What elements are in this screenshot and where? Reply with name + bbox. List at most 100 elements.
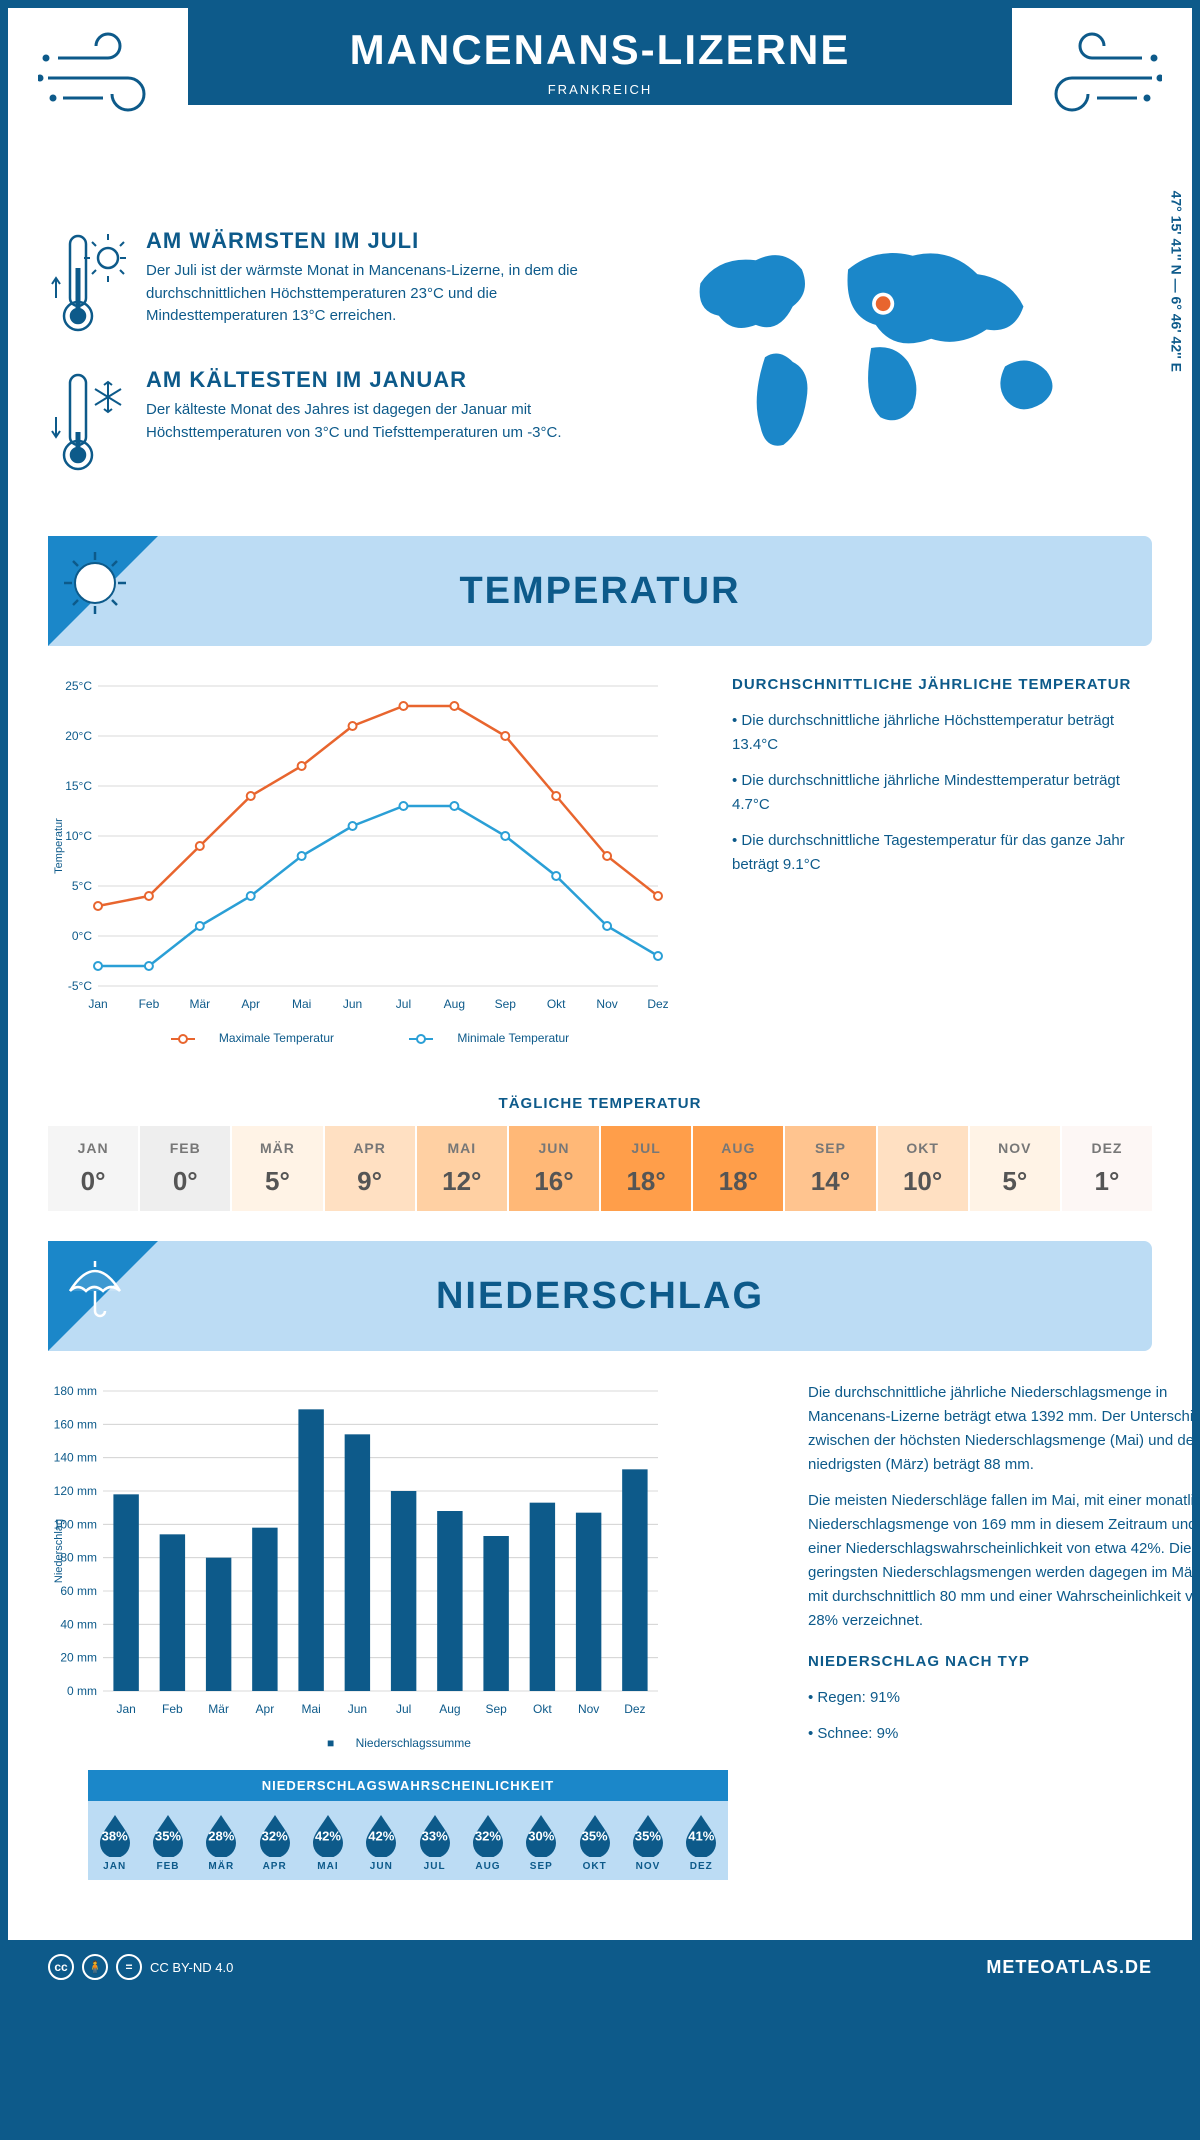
svg-text:Jul: Jul (396, 997, 411, 1011)
precip-heading: NIEDERSCHLAG (436, 1275, 764, 1318)
svg-text:Feb: Feb (162, 1702, 183, 1716)
cc-icon[interactable]: cc (48, 1954, 74, 1980)
prob-cell: 32%APR (248, 1801, 301, 1880)
temp-content: -5°C0°C5°C10°C15°C20°C25°CJanFebMärAprMa… (8, 646, 1192, 1075)
temp-bullet: • Die durchschnittliche Tagestemperatur … (732, 829, 1152, 877)
brand-link[interactable]: METEOATLAS.DE (986, 1957, 1152, 1978)
daily-cell: JUN16° (509, 1126, 601, 1211)
cold-block: AM KÄLTESTEN IM JANUAR Der kälteste Mona… (48, 367, 588, 482)
nd-icon[interactable]: = (116, 1954, 142, 1980)
temp-chart: -5°C0°C5°C10°C15°C20°C25°CJanFebMärAprMa… (48, 676, 692, 1045)
svg-text:Okt: Okt (533, 1702, 552, 1716)
daily-cell: FEB0° (140, 1126, 232, 1211)
warm-block: AM WÄRMSTEN IM JULI Der Juli ist der wär… (48, 228, 588, 343)
daily-temp-title: TÄGLICHE TEMPERATUR (8, 1095, 1192, 1112)
by-icon[interactable]: 🧍 (82, 1954, 108, 1980)
svg-text:60 mm: 60 mm (60, 1584, 97, 1598)
svg-text:5°C: 5°C (72, 879, 92, 893)
precip-type-title: NIEDERSCHLAG NACH TYP (808, 1653, 1200, 1670)
prob-cell: 41%DEZ (675, 1801, 728, 1880)
country-label: FRANKREICH (188, 82, 1012, 97)
prob-cell: 35%OKT (568, 1801, 621, 1880)
precip-side: Die durchschnittliche jährliche Niedersc… (808, 1381, 1200, 1880)
svg-text:40 mm: 40 mm (60, 1617, 97, 1631)
svg-text:Sep: Sep (495, 997, 517, 1011)
daily-cell: SEP14° (785, 1126, 877, 1211)
temp-bullet: • Die durchschnittliche jährliche Höchst… (732, 709, 1152, 757)
daily-cell: AUG18° (693, 1126, 785, 1211)
svg-text:10°C: 10°C (65, 829, 92, 843)
world-map (618, 228, 1152, 506)
coords-label: 47° 15' 41'' N — 6° 46' 42'' E (1168, 191, 1184, 372)
svg-text:Nov: Nov (596, 997, 617, 1011)
thermometer-cold-icon (48, 367, 128, 482)
svg-text:Aug: Aug (444, 997, 465, 1011)
prob-cell: 35%NOV (621, 1801, 674, 1880)
daily-cell: OKT10° (878, 1126, 970, 1211)
svg-text:Mai: Mai (292, 997, 311, 1011)
intro-left: AM WÄRMSTEN IM JULI Der Juli ist der wär… (48, 228, 588, 506)
svg-text:Temperatur: Temperatur (53, 818, 65, 874)
svg-text:160 mm: 160 mm (54, 1417, 97, 1431)
precip-p2: Die meisten Niederschläge fallen im Mai,… (808, 1489, 1200, 1633)
daily-cell: MÄR5° (232, 1126, 324, 1211)
thermometer-hot-icon (48, 228, 128, 343)
temp-heading: TEMPERATUR (459, 570, 740, 613)
type-bullet: • Regen: 91% (808, 1686, 1200, 1710)
svg-text:Aug: Aug (439, 1702, 460, 1716)
prob-cell: 35%FEB (141, 1801, 194, 1880)
svg-text:-5°C: -5°C (68, 979, 92, 993)
temp-bullet: • Die durchschnittliche jährliche Mindes… (732, 769, 1152, 817)
svg-text:20°C: 20°C (65, 729, 92, 743)
svg-text:140 mm: 140 mm (54, 1451, 97, 1465)
svg-text:25°C: 25°C (65, 679, 92, 693)
daily-cell: MAI12° (417, 1126, 509, 1211)
svg-text:Dez: Dez (647, 997, 668, 1011)
umbrella-icon (60, 1253, 130, 1328)
prob-title: NIEDERSCHLAGSWAHRSCHEINLICHKEIT (88, 1770, 728, 1801)
daily-cell: APR9° (325, 1126, 417, 1211)
svg-text:Niederschlag: Niederschlag (53, 1519, 65, 1583)
svg-text:Mär: Mär (189, 997, 210, 1011)
svg-text:Mär: Mär (208, 1702, 229, 1716)
temp-side: DURCHSCHNITTLICHE JÄHRLICHE TEMPERATUR •… (732, 676, 1152, 1045)
temp-side-title: DURCHSCHNITTLICHE JÄHRLICHE TEMPERATUR (732, 676, 1152, 693)
prob-row: 38%JAN35%FEB28%MÄR32%APR42%MAI42%JUN33%J… (88, 1801, 728, 1880)
temp-banner: TEMPERATUR (48, 536, 1152, 646)
precip-content: 0 mm20 mm40 mm60 mm80 mm100 mm120 mm140 … (8, 1351, 1192, 1910)
daily-temp-grid: JAN0°FEB0°MÄR5°APR9°MAI12°JUN16°JUL18°AU… (48, 1126, 1152, 1211)
svg-text:20 mm: 20 mm (60, 1651, 97, 1665)
svg-text:120 mm: 120 mm (54, 1484, 97, 1498)
prob-cell: 30%SEP (515, 1801, 568, 1880)
page-title: MANCENANS-LIZERNE (188, 26, 1012, 74)
intro-row: AM WÄRMSTEN IM JULI Der Juli ist der wär… (8, 208, 1192, 536)
svg-text:Jan: Jan (116, 1702, 135, 1716)
cold-title: AM KÄLTESTEN IM JANUAR (146, 367, 588, 393)
svg-text:Jun: Jun (343, 997, 362, 1011)
sun-icon (60, 548, 130, 623)
cold-body: Der kälteste Monat des Jahres ist dagege… (146, 399, 588, 444)
temp-legend: Maximale Temperatur Minimale Temperatur (48, 1031, 692, 1045)
wind-icon (38, 28, 178, 128)
cold-text: AM KÄLTESTEN IM JANUAR Der kälteste Mona… (146, 367, 588, 482)
warm-text: AM WÄRMSTEN IM JULI Der Juli ist der wär… (146, 228, 588, 343)
prob-cell: 38%JAN (88, 1801, 141, 1880)
svg-text:Apr: Apr (256, 1702, 275, 1716)
precip-bar-chart: 0 mm20 mm40 mm60 mm80 mm100 mm120 mm140 … (48, 1381, 668, 1721)
page: MANCENANS-LIZERNE FRANKREICH AM WÄRMSTEN… (8, 8, 1192, 1994)
prob-cell: 42%MAI (301, 1801, 354, 1880)
daily-cell: NOV5° (970, 1126, 1062, 1211)
prob-cell: 28%MÄR (195, 1801, 248, 1880)
daily-cell: JAN0° (48, 1126, 140, 1211)
svg-text:Jun: Jun (348, 1702, 367, 1716)
license-block: cc 🧍 = CC BY-ND 4.0 (48, 1954, 233, 1980)
precip-legend: ■ Niederschlagssumme (48, 1736, 768, 1750)
precip-chart-area: 0 mm20 mm40 mm60 mm80 mm100 mm120 mm140 … (48, 1381, 768, 1880)
svg-text:Jul: Jul (396, 1702, 411, 1716)
prob-cell: 33%JUL (408, 1801, 461, 1880)
wind-icon (1022, 28, 1162, 128)
temp-line-chart: -5°C0°C5°C10°C15°C20°C25°CJanFebMärAprMa… (48, 676, 668, 1016)
type-bullet: • Schnee: 9% (808, 1722, 1200, 1746)
temp-bullets: • Die durchschnittliche jährliche Höchst… (732, 709, 1152, 877)
license-text: CC BY-ND 4.0 (150, 1960, 233, 1975)
